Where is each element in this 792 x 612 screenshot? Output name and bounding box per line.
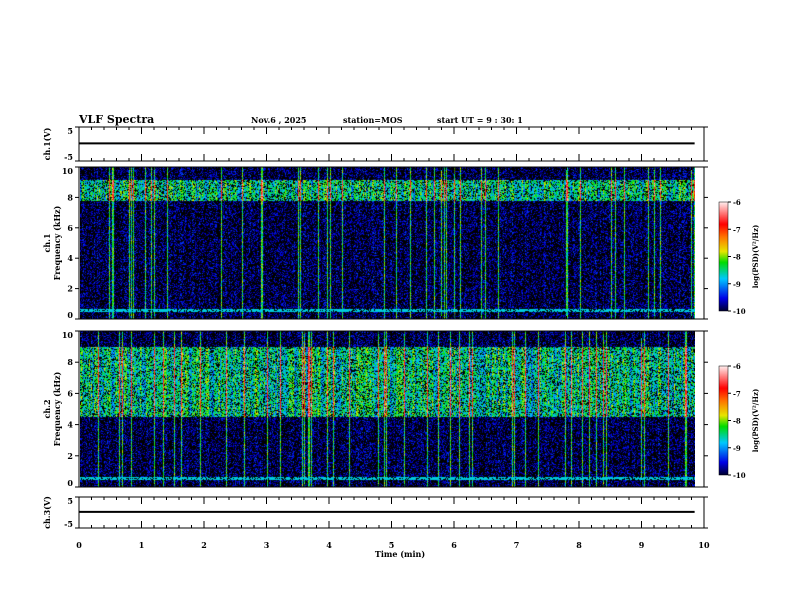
colorbar-tick-label: -10 xyxy=(733,307,746,316)
y-tick-label: 2 xyxy=(67,284,73,294)
y-tick-label: 5 xyxy=(67,126,73,136)
station-label: station=MOS xyxy=(343,115,403,125)
y-tick-label: 4 xyxy=(67,420,73,430)
y-tick-label: 0 xyxy=(67,310,73,320)
x-tick-label: 9 xyxy=(639,540,645,550)
y-tick-label: 4 xyxy=(67,253,73,263)
x-axis-label: Time (min) xyxy=(375,549,425,559)
ch1v-ylabel: ch.1(V) xyxy=(42,127,52,160)
ch2-colorbar xyxy=(719,366,728,475)
colorbar-label: log(PSD)(V²/Hz) xyxy=(751,225,760,289)
figure-title: VLF Spectra xyxy=(78,113,154,126)
y-tick-label: -5 xyxy=(64,519,73,529)
ch1spec-ylabel: Frequency (kHz) xyxy=(52,205,62,280)
start-time-label: start UT = 9 : 30: 1 xyxy=(437,115,523,125)
x-tick-label: 6 xyxy=(451,540,457,550)
colorbar-tick-label: -9 xyxy=(733,280,741,289)
y-tick-label: 8 xyxy=(67,192,73,202)
ch1-colorbar xyxy=(719,202,728,311)
y-tick-label: 10 xyxy=(62,166,74,176)
ch1-spectrogram xyxy=(80,167,695,319)
colorbar-tick-label: -6 xyxy=(733,198,741,207)
ch2spec-ylabel: Frequency (kHz) xyxy=(52,371,62,446)
x-tick-label: 5 xyxy=(389,540,395,550)
y-tick-label: 6 xyxy=(67,388,73,398)
y-tick-label: 10 xyxy=(62,330,74,340)
y-tick-label: 6 xyxy=(67,223,73,233)
colorbar-tick-label: -8 xyxy=(733,417,741,426)
date-label: Nov.6 , 2025 xyxy=(251,115,306,125)
ch3v-ylabel: ch.3(V) xyxy=(42,496,52,529)
colorbar-tick-label: -7 xyxy=(733,389,741,398)
x-tick-label: 3 xyxy=(264,540,270,550)
colorbar-tick-label: -9 xyxy=(733,444,741,453)
y-tick-label: 0 xyxy=(67,478,73,488)
y-tick-label: -5 xyxy=(64,152,73,162)
x-tick-label: 1 xyxy=(139,540,145,550)
colorbar-frame xyxy=(718,201,729,312)
x-tick-label: 8 xyxy=(576,540,582,550)
y-tick-label: 5 xyxy=(67,496,73,506)
x-tick-label: 10 xyxy=(698,540,710,550)
y-tick-label: 8 xyxy=(67,357,73,367)
x-tick-label: 4 xyxy=(326,540,332,550)
colorbar-tick-label: -10 xyxy=(733,471,746,480)
x-tick-label: 2 xyxy=(201,540,207,550)
y-tick-label: 2 xyxy=(67,451,73,461)
x-tick-label: 0 xyxy=(76,540,82,550)
colorbar-frame xyxy=(718,365,729,476)
ch2spec-frame xyxy=(78,330,705,488)
ch1spec-frame xyxy=(78,166,705,320)
colorbar-label: log(PSD)(V²/Hz) xyxy=(751,389,760,453)
colorbar-tick-label: -7 xyxy=(733,225,741,234)
ch2spec-ylabel: ch.2 xyxy=(42,399,52,418)
colorbar-tick-label: -6 xyxy=(733,362,741,371)
ch2-spectrogram xyxy=(80,331,695,487)
x-tick-label: 7 xyxy=(514,540,520,550)
ch1spec-ylabel: ch.1 xyxy=(42,233,52,252)
colorbar-tick-label: -8 xyxy=(733,253,741,262)
